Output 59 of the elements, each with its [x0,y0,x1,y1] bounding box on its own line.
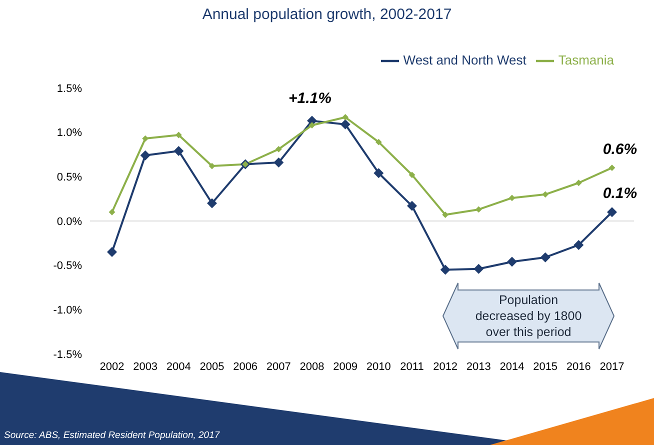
x-tick-label: 2013 [466,360,491,373]
point [375,138,382,146]
x-tick-label: 2002 [100,360,124,373]
x-tick-label: 2004 [166,360,191,373]
x-tick-label: 2003 [133,360,158,373]
point [507,256,517,267]
x-tick-label: 2012 [433,360,458,373]
x-tick-label: 2009 [333,360,358,373]
point [440,264,450,275]
point [508,194,516,202]
legend-label: West and North West [403,52,526,68]
point [340,119,350,130]
y-tick-label: -1.5% [53,348,82,361]
x-tick-label: 2008 [300,360,324,373]
x-tick-label: 2005 [200,360,224,373]
point [175,132,182,138]
point [540,252,550,262]
source-note: Source: ABS, Estimated Resident Population, 2017 [4,430,220,441]
point [274,157,284,168]
y-tick-label: 0.0% [56,216,82,228]
point [208,162,216,170]
y-tick-label: -1.0% [53,304,82,317]
x-tick-label: 2006 [233,360,258,373]
x-tick-label: 2017 [600,360,624,373]
point [207,198,217,208]
point [108,208,116,216]
point [574,240,584,250]
point [342,114,349,120]
point [174,146,184,156]
annotation: 0.1% [602,185,638,202]
point [407,200,417,211]
point [442,212,449,218]
y-tick-label: 0.5% [56,172,82,184]
point [140,150,150,160]
point [542,191,549,198]
annotation: 0.6% [602,140,638,158]
point [607,207,617,218]
chart-title: Annual population growth, 2002-2017 [201,6,453,23]
legend-label: Tasmania [558,52,614,68]
point [142,135,149,142]
annotation: Population decreased by 1800 over this period [474,292,583,340]
x-tick-label: 2007 [266,360,291,373]
x-tick-label: 2014 [500,360,524,373]
x-tick-label: 2011 [400,360,424,373]
point [575,180,582,186]
x-tick-label: 2015 [533,360,558,373]
point [374,168,384,178]
point [408,172,416,178]
y-tick-label: 1.5% [56,82,82,95]
double-arrow-callout: Population decreased by 1800 over this period [442,282,615,350]
x-tick-label: 2010 [366,360,391,373]
point [475,206,482,213]
y-tick-label: 1.0% [56,127,82,140]
annotation: +1.1% [288,90,332,107]
y-tick-label: -0.5% [53,260,82,272]
point [275,146,282,152]
x-tick-label: 2016 [566,360,591,373]
point [107,247,117,258]
point [474,264,484,274]
